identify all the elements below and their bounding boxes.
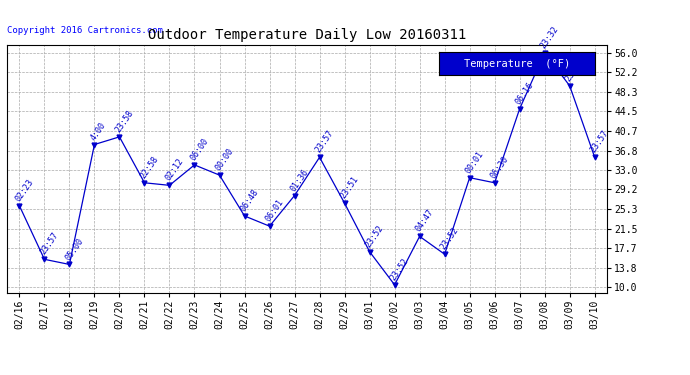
Text: 4:00: 4:00 xyxy=(88,120,108,142)
Text: 23:32: 23:32 xyxy=(539,24,560,50)
Text: 00:00: 00:00 xyxy=(213,147,235,172)
Text: 00:01: 00:01 xyxy=(464,149,485,175)
Text: 23:52: 23:52 xyxy=(388,256,411,282)
Text: 06:00: 06:00 xyxy=(188,136,210,162)
Text: 05:00: 05:00 xyxy=(63,236,85,262)
Text: 23:57: 23:57 xyxy=(313,129,335,154)
Text: 23:58: 23:58 xyxy=(113,108,135,134)
Text: 23:52: 23:52 xyxy=(439,226,460,252)
Text: 22:58: 22:58 xyxy=(139,154,160,180)
Text: 06:30: 06:30 xyxy=(489,154,511,180)
Title: Outdoor Temperature Daily Low 20160311: Outdoor Temperature Daily Low 20160311 xyxy=(148,28,466,42)
Text: 01:36: 01:36 xyxy=(288,167,311,193)
Text: Copyright 2016 Cartronics.com: Copyright 2016 Cartronics.com xyxy=(7,26,163,35)
Text: 23:32: 23:32 xyxy=(564,57,585,83)
Text: 23:52: 23:52 xyxy=(364,223,385,249)
Text: 06:16: 06:16 xyxy=(513,80,535,106)
Text: 06:48: 06:48 xyxy=(239,188,260,213)
Text: 23:57: 23:57 xyxy=(39,231,60,256)
Text: 02:12: 02:12 xyxy=(164,157,185,183)
Text: 02:23: 02:23 xyxy=(13,177,35,203)
Text: 23:57: 23:57 xyxy=(589,129,611,154)
Text: 06:01: 06:01 xyxy=(264,198,285,223)
Text: 04:47: 04:47 xyxy=(413,208,435,234)
Text: 23:51: 23:51 xyxy=(339,175,360,200)
